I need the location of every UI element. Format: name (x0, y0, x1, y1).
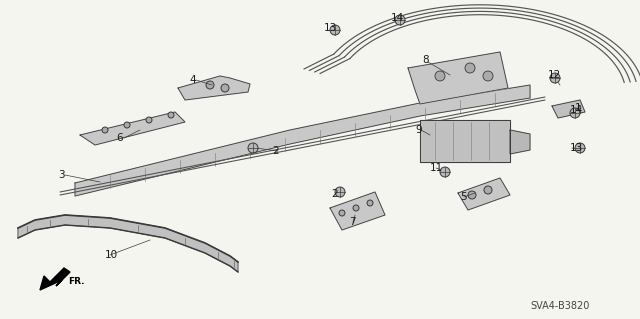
Text: 10: 10 (105, 250, 118, 260)
Polygon shape (178, 76, 250, 100)
Text: 11: 11 (430, 163, 444, 173)
Circle shape (367, 200, 373, 206)
Text: 5: 5 (460, 192, 467, 202)
Circle shape (575, 143, 585, 153)
Polygon shape (18, 215, 238, 272)
Circle shape (570, 108, 580, 118)
Text: 13: 13 (570, 143, 583, 153)
Text: 12: 12 (548, 70, 561, 80)
Text: SVA4-B3820: SVA4-B3820 (530, 301, 589, 311)
Circle shape (146, 117, 152, 123)
Text: 13: 13 (324, 23, 337, 33)
Text: 7: 7 (349, 217, 356, 227)
Text: 2: 2 (331, 189, 338, 199)
Text: 2: 2 (272, 146, 278, 156)
Text: 6: 6 (116, 133, 123, 143)
Polygon shape (408, 52, 508, 104)
Circle shape (465, 63, 475, 73)
Polygon shape (75, 85, 530, 196)
Circle shape (483, 71, 493, 81)
Text: 14: 14 (391, 13, 404, 23)
Circle shape (550, 73, 560, 83)
Text: 4: 4 (189, 75, 196, 85)
Circle shape (484, 186, 492, 194)
Polygon shape (458, 178, 510, 210)
Circle shape (330, 25, 340, 35)
Text: 1: 1 (575, 103, 582, 113)
Circle shape (335, 187, 345, 197)
Polygon shape (330, 192, 385, 230)
Polygon shape (80, 112, 185, 145)
Polygon shape (40, 268, 70, 290)
Circle shape (435, 71, 445, 81)
Circle shape (395, 15, 405, 25)
Circle shape (168, 112, 174, 118)
Circle shape (102, 127, 108, 133)
Polygon shape (552, 100, 585, 118)
Circle shape (124, 122, 130, 128)
Polygon shape (510, 130, 530, 154)
Circle shape (440, 167, 450, 177)
Polygon shape (420, 120, 510, 162)
Circle shape (221, 84, 229, 92)
Circle shape (248, 143, 258, 153)
Text: FR.: FR. (68, 278, 84, 286)
Circle shape (353, 205, 359, 211)
Circle shape (468, 191, 476, 199)
Text: 9: 9 (415, 125, 422, 135)
Circle shape (206, 81, 214, 89)
Circle shape (339, 210, 345, 216)
Text: 14: 14 (570, 105, 583, 115)
Text: 3: 3 (58, 170, 65, 180)
Text: 8: 8 (422, 55, 429, 65)
